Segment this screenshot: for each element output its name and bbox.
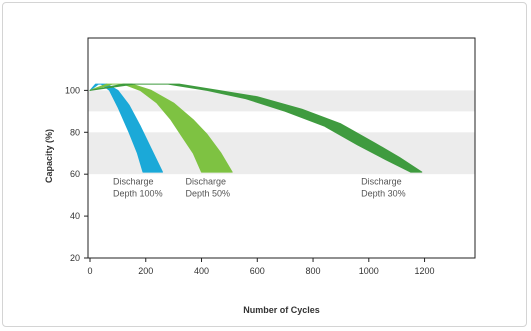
x-tick-label: 800 xyxy=(306,266,321,276)
x-tick-label: 400 xyxy=(194,266,209,276)
x-axis-title: Number of Cycles xyxy=(243,305,320,315)
x-tick-label: 1200 xyxy=(415,266,435,276)
annotations: Discharge Depth 100% Discharge Depth 50% Dis… xyxy=(113,177,406,199)
annotation-0: Discharge Depth 100% xyxy=(113,177,163,199)
x-tick-label: 600 xyxy=(250,266,265,276)
series-areas xyxy=(89,83,423,173)
shaded-band-1 xyxy=(88,90,475,112)
y-tick-label: 60 xyxy=(70,169,80,179)
x-tick-label: 1000 xyxy=(359,266,379,276)
plot-area xyxy=(87,37,476,259)
y-tick-label: 80 xyxy=(70,127,80,137)
x-tick-label: 0 xyxy=(87,266,92,276)
y-axis-ticks: 20 40 60 80 100 xyxy=(65,85,88,263)
annotation-2: Discharge Depth 30% xyxy=(361,177,406,199)
x-axis-ticks: 0 200 400 600 800 1000 1200 xyxy=(87,258,435,276)
x-tick-label: 200 xyxy=(138,266,153,276)
annotation-1: Discharge Depth 50% xyxy=(186,177,231,199)
series-area-2 xyxy=(89,83,423,173)
y-tick-label: 100 xyxy=(65,85,80,95)
y-tick-label: 20 xyxy=(70,253,80,263)
y-axis-title: Capacity (%) xyxy=(44,129,54,183)
y-tick-label: 40 xyxy=(70,211,80,221)
